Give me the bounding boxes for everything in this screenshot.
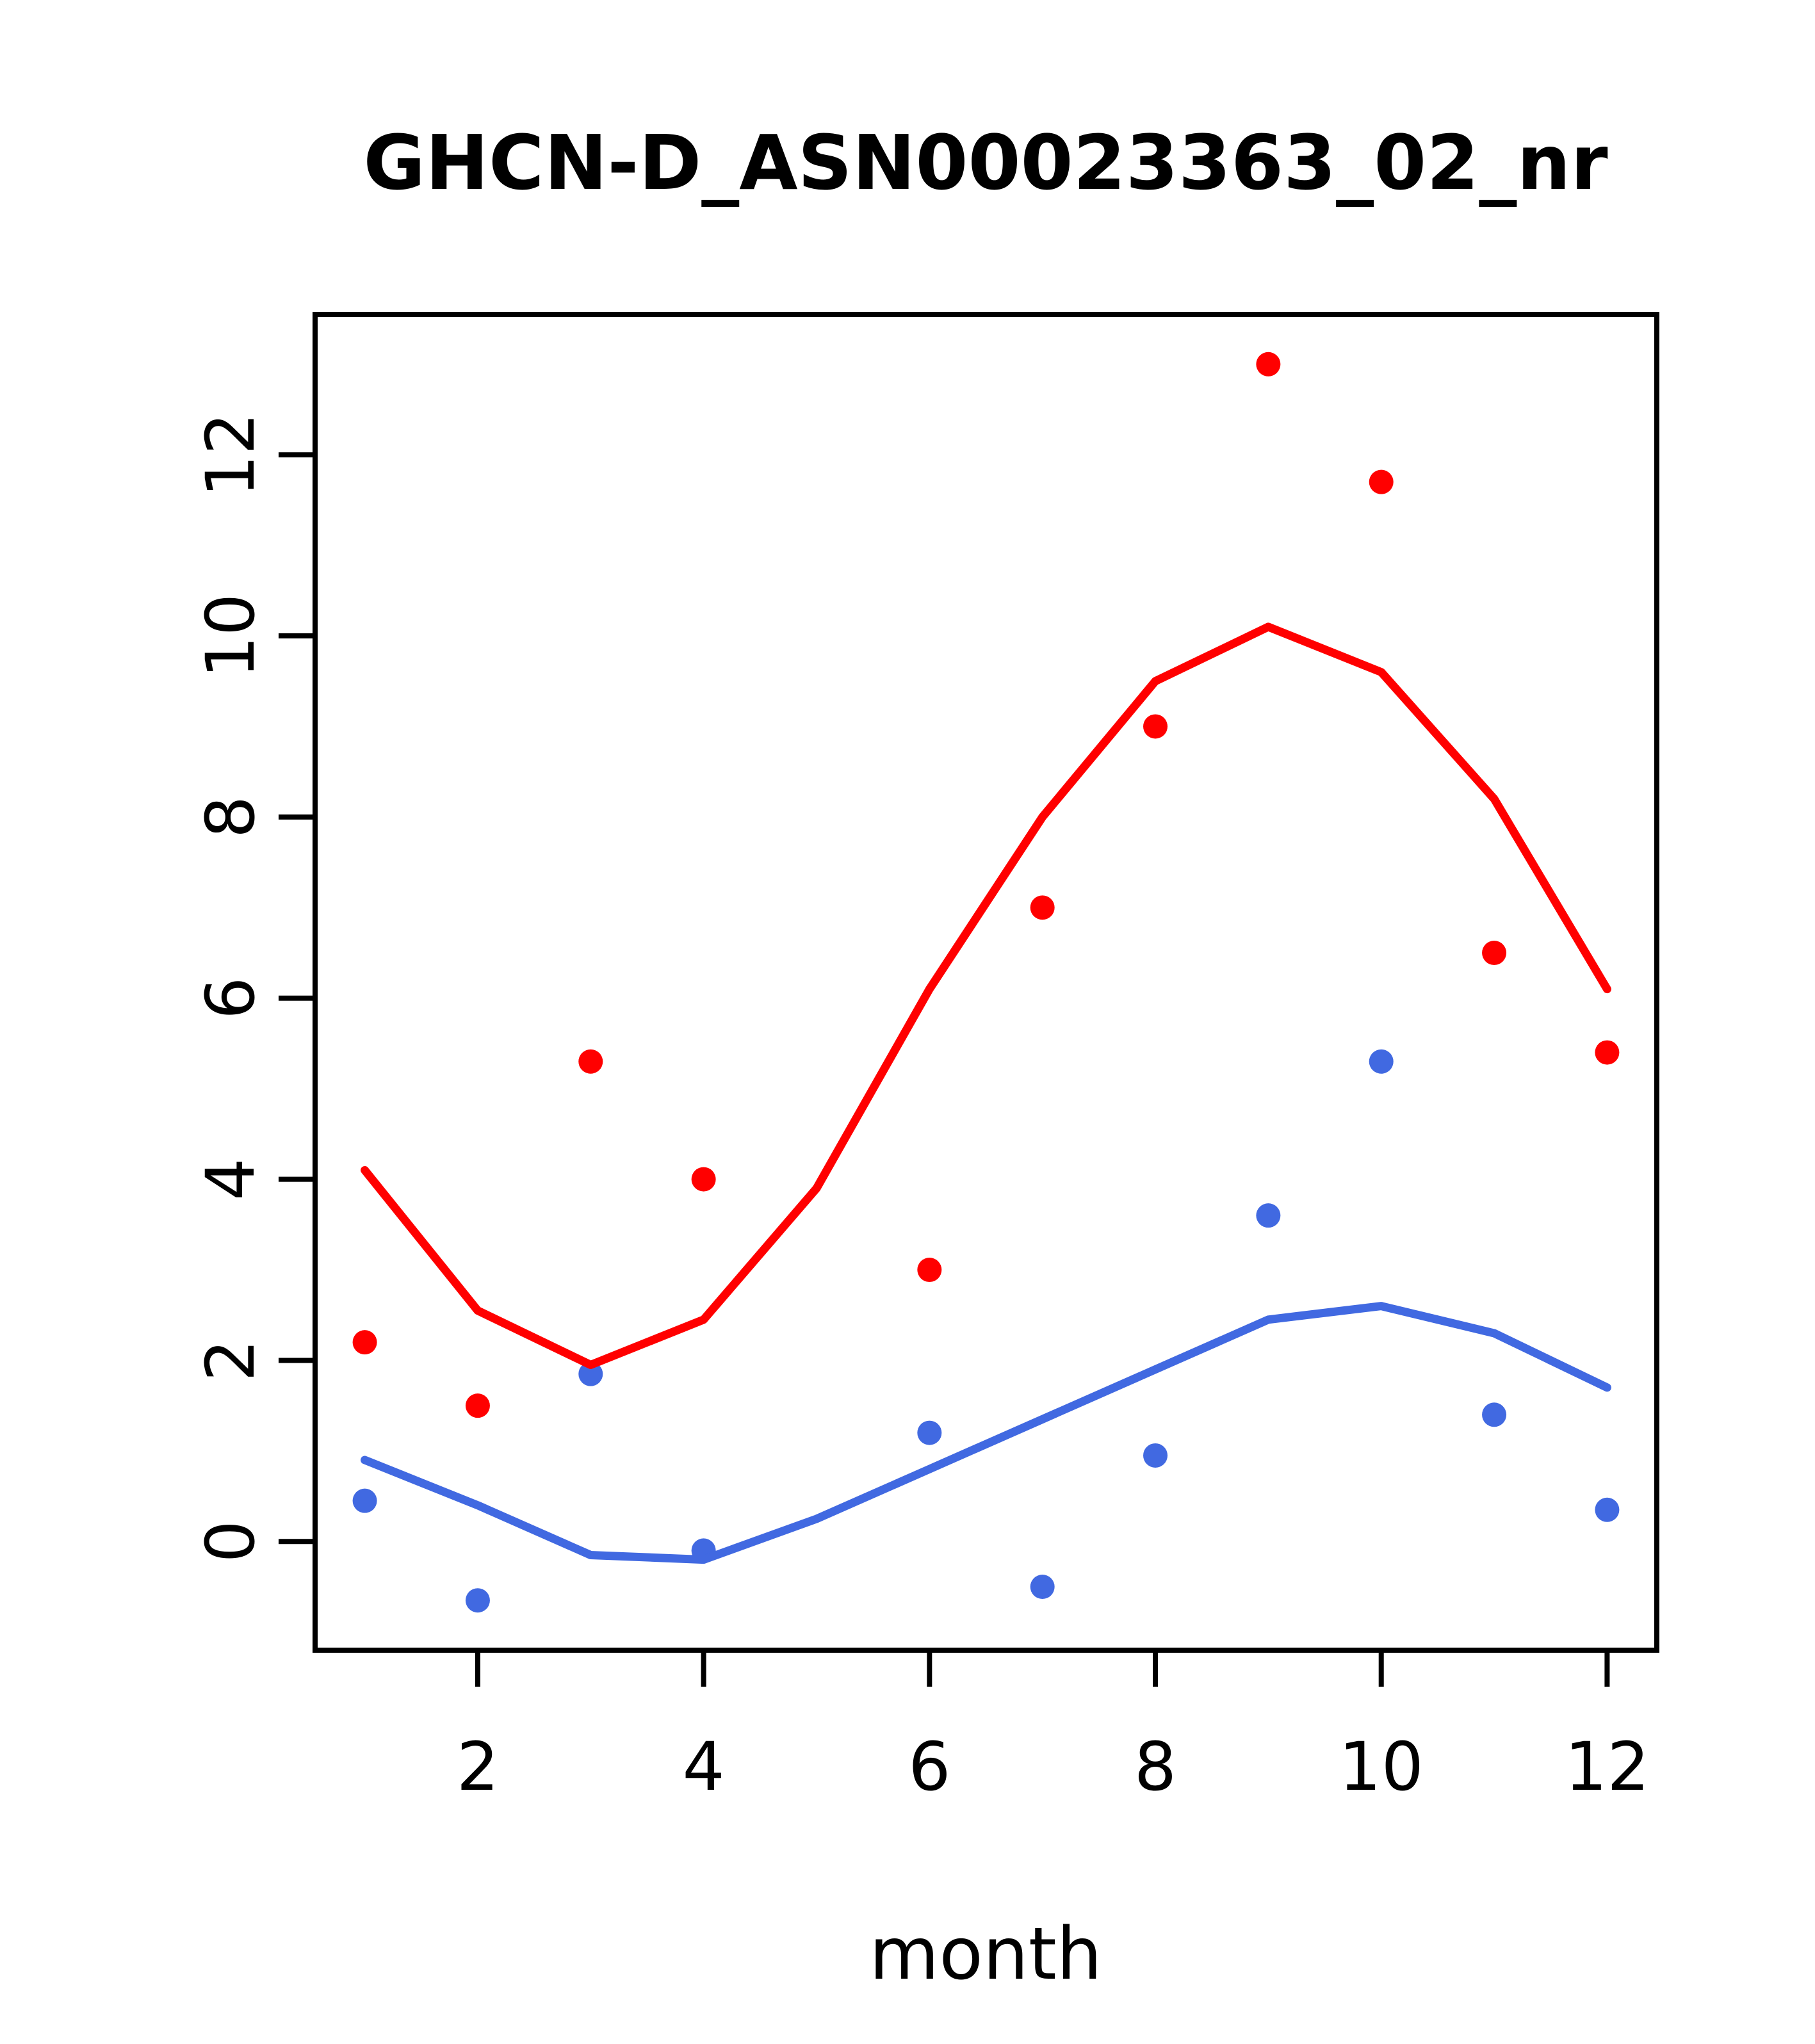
blue-points-dot — [917, 1420, 942, 1445]
x-tick-label: 6 — [908, 1728, 950, 1806]
red-points-dot — [1143, 714, 1168, 739]
x-axis-label: month — [869, 1913, 1102, 1996]
red-points-dot — [578, 1049, 603, 1074]
red-points-dot — [917, 1258, 942, 1283]
red-points-dot — [1482, 941, 1507, 966]
red-points-dot — [1030, 895, 1055, 920]
y-tick-label: 8 — [191, 796, 270, 838]
blue-points-dot — [578, 1361, 603, 1386]
blue-points-dot — [1030, 1575, 1055, 1600]
x-tick-label: 2 — [457, 1728, 499, 1806]
series-layer — [352, 352, 1620, 1613]
y-tick-label: 6 — [191, 977, 270, 1019]
blue-fit-line — [361, 1302, 1611, 1564]
y-tick-label: 12 — [191, 412, 270, 497]
red-points-dot — [1369, 469, 1394, 494]
blue-points-dot — [1595, 1497, 1620, 1522]
x-tick-label: 4 — [683, 1728, 725, 1806]
y-tick-label: 4 — [191, 1158, 270, 1201]
x-tick-label: 10 — [1339, 1728, 1424, 1806]
blue-points-dot — [352, 1488, 377, 1513]
axes-layer: 2 4 6 8 10 12 0 2 4 6 8 10 12 — [191, 312, 1659, 1806]
red-points-dot — [1595, 1040, 1620, 1065]
y-tick-label: 0 — [191, 1520, 270, 1562]
blue-points-dot — [465, 1588, 490, 1613]
y-tick-label: 10 — [191, 594, 270, 678]
red-points-dot — [352, 1330, 377, 1355]
blue-points-dot — [1482, 1402, 1507, 1427]
red-points-dot — [691, 1167, 716, 1192]
x-tick-label: 8 — [1134, 1728, 1176, 1806]
chart-title: GHCN-D_ASN00023363_02_nr — [363, 118, 1607, 207]
red-fit-line — [361, 622, 1611, 1370]
red-points-dot — [465, 1393, 490, 1418]
red-points-dot — [1256, 352, 1281, 377]
blue-points-dot — [1143, 1443, 1168, 1468]
plot-border — [313, 312, 1659, 1653]
x-tick-label: 12 — [1565, 1728, 1649, 1806]
blue-points-dot — [1256, 1203, 1281, 1228]
y-tick-label: 2 — [191, 1339, 270, 1381]
blue-points-dot — [1369, 1049, 1394, 1074]
